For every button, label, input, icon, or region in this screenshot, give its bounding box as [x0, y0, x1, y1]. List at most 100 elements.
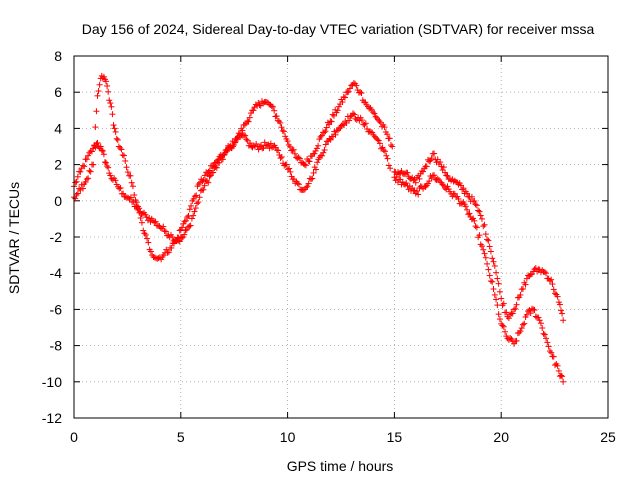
data-point-plus	[116, 185, 123, 192]
data-point-plus	[246, 114, 253, 121]
data-point-plus	[507, 335, 514, 342]
data-point-plus	[560, 317, 567, 324]
data-point-plus	[445, 186, 452, 193]
data-point-plus	[88, 148, 95, 155]
data-point-plus	[472, 201, 479, 208]
data-point-plus	[507, 311, 514, 318]
data-point-plus	[77, 186, 84, 193]
data-point-plus	[422, 183, 429, 190]
data-point-plus	[360, 121, 367, 128]
data-point-plus	[223, 148, 230, 155]
data-point-plus	[403, 180, 410, 187]
data-point-plus	[487, 248, 494, 255]
data-point-plus	[381, 124, 388, 131]
data-point-plus	[185, 212, 192, 219]
data-point-plus	[308, 176, 315, 183]
data-point-plus	[193, 192, 200, 199]
data-point-plus	[428, 155, 435, 162]
data-point-plus	[384, 131, 391, 138]
data-point-plus	[286, 165, 293, 172]
data-point-plus	[291, 150, 298, 157]
data-point-plus	[442, 169, 449, 176]
y-tick-label: -2	[50, 229, 63, 245]
data-point-plus	[312, 147, 319, 154]
data-point-plus	[327, 136, 334, 143]
data-point-plus	[154, 255, 161, 262]
data-point-plus	[387, 165, 394, 172]
data-point-plus	[279, 127, 286, 134]
data-point-plus	[85, 152, 92, 159]
data-point-plus	[210, 169, 217, 176]
data-point-plus	[321, 129, 328, 136]
data-point-plus	[375, 116, 382, 123]
data-point-plus	[361, 121, 368, 128]
data-point-plus	[90, 161, 97, 168]
data-point-plus	[83, 156, 90, 163]
data-point-plus	[478, 215, 485, 222]
data-point-plus	[118, 146, 125, 153]
axis-ticks: 0 5 10 15 20 25 -12 -10 -8 -6 -4 -2 0 2 4 6 8	[42, 48, 616, 445]
x-tick-label: 0	[70, 429, 78, 445]
y-tick-label: 4	[54, 120, 62, 136]
y-tick-label: -8	[50, 338, 63, 354]
data-point-plus	[511, 340, 518, 347]
data-point-plus	[482, 254, 489, 261]
data-point-plus	[559, 373, 566, 380]
data-point-plus	[466, 210, 473, 217]
data-point-plus	[517, 328, 524, 335]
data-point-plus	[221, 151, 228, 158]
data-point-plus	[485, 266, 492, 273]
data-point-plus	[522, 281, 529, 288]
data-point-plus	[215, 156, 222, 163]
data-point-plus	[541, 331, 548, 338]
data-point-plus	[157, 224, 164, 231]
data-point-plus	[546, 348, 553, 355]
data-point-plus	[370, 109, 377, 116]
data-point-plus	[163, 246, 170, 253]
data-point-plus	[523, 275, 530, 282]
data-point-plus	[352, 115, 359, 122]
data-point-plus	[532, 265, 539, 272]
data-point-plus	[537, 320, 544, 327]
data-point-plus	[309, 175, 316, 182]
data-point-plus	[305, 180, 312, 187]
data-point-plus	[477, 241, 484, 248]
data-point-plus	[495, 311, 502, 318]
data-point-plus	[92, 124, 99, 131]
data-point-plus	[455, 195, 462, 202]
data-point-plus	[112, 128, 119, 135]
data-point-plus	[287, 168, 294, 175]
data-point-plus	[536, 266, 543, 273]
data-point-plus	[81, 163, 88, 170]
data-point-plus	[519, 285, 526, 292]
data-point-plus	[106, 97, 113, 104]
data-point-plus	[412, 179, 419, 186]
y-tick-label: -6	[50, 301, 63, 317]
data-point-plus	[188, 215, 195, 222]
chart-title: Day 156 of 2024, Sidereal Day-to-day VTE…	[82, 21, 595, 37]
data-point-plus	[239, 127, 246, 134]
data-point-plus	[494, 275, 501, 282]
data-point-plus	[558, 307, 565, 314]
data-point-plus	[490, 258, 497, 265]
data-point-plus	[415, 191, 422, 198]
data-point-plus	[100, 151, 107, 158]
data-point-plus	[278, 124, 285, 131]
data-point-plus	[315, 142, 322, 149]
data-point-plus	[500, 300, 507, 307]
data-point-plus	[427, 157, 434, 164]
data-point-plus	[358, 117, 365, 124]
data-point-plus	[312, 166, 319, 173]
data-point-plus	[242, 132, 249, 139]
data-point-plus	[376, 140, 383, 147]
data-point-plus	[387, 142, 394, 149]
data-point-plus	[304, 183, 311, 190]
data-point-plus	[187, 222, 194, 229]
data-point-plus	[105, 164, 112, 171]
data-point-plus	[161, 227, 168, 234]
data-point-plus	[122, 157, 129, 164]
data-point-plus	[536, 317, 543, 324]
data-point-plus	[306, 158, 313, 165]
data-point-plus	[548, 276, 555, 283]
